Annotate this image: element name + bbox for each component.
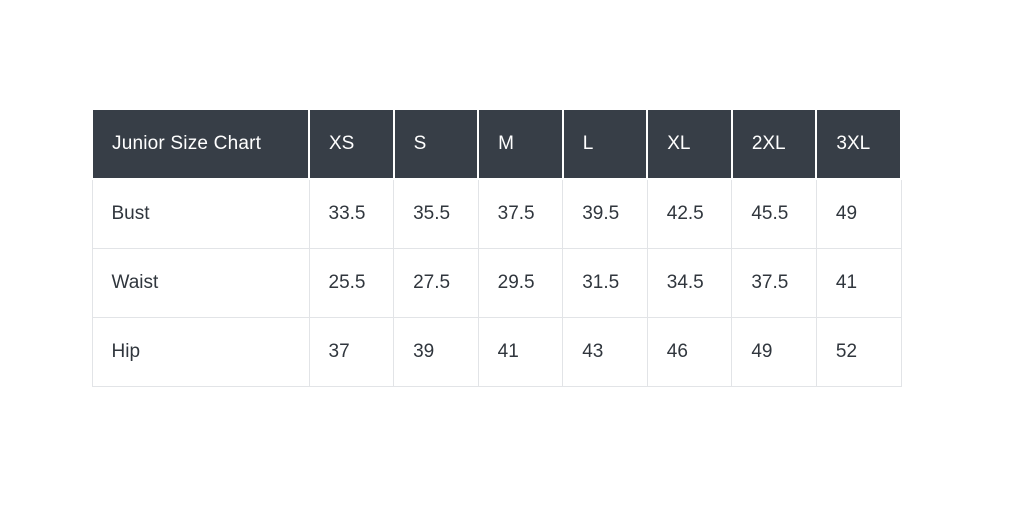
column-header-m: M	[477, 108, 564, 180]
cell-hip-l: 43	[562, 317, 648, 387]
cell-bust-2xl: 45.5	[731, 178, 817, 249]
table-header-row: Junior Size Chart XS S M L XL 2XL 3XL	[91, 108, 902, 180]
row-label-hip: Hip	[91, 317, 310, 387]
cell-hip-m: 41	[477, 317, 564, 387]
cell-hip-xs: 37	[308, 317, 395, 387]
cell-bust-xl: 42.5	[646, 178, 733, 249]
column-header-2xl: 2XL	[730, 108, 818, 180]
column-header-l: L	[561, 108, 649, 180]
cell-waist-2xl: 37.5	[731, 248, 817, 318]
row-label-bust: Bust	[91, 178, 310, 249]
column-header-xl: XL	[646, 108, 733, 180]
cell-hip-2xl: 49	[731, 317, 817, 387]
cell-bust-3xl: 49	[815, 178, 902, 249]
cell-waist-xs: 25.5	[308, 248, 395, 318]
column-header-xs: XS	[308, 108, 395, 180]
cell-waist-s: 27.5	[393, 248, 479, 318]
table-title: Junior Size Chart	[91, 108, 310, 180]
column-header-3xl: 3XL	[815, 108, 902, 180]
cell-bust-xs: 33.5	[308, 178, 395, 249]
cell-hip-s: 39	[393, 317, 479, 387]
cell-waist-3xl: 41	[815, 248, 902, 318]
row-label-waist: Waist	[91, 248, 310, 318]
table-row-bust: Bust 33.5 35.5 37.5 39.5 42.5 45.5 49	[91, 178, 902, 249]
cell-bust-l: 39.5	[562, 178, 648, 249]
table-row-hip: Hip 37 39 41 43 46 49 52	[91, 317, 902, 387]
size-chart-table: Junior Size Chart XS S M L XL 2XL 3XL Bu…	[91, 108, 902, 387]
table-row-waist: Waist 25.5 27.5 29.5 31.5 34.5 37.5 41	[91, 248, 902, 318]
cell-waist-xl: 34.5	[646, 248, 733, 318]
column-header-s: S	[392, 108, 480, 180]
cell-waist-m: 29.5	[477, 248, 564, 318]
cell-bust-s: 35.5	[393, 178, 479, 249]
cell-hip-3xl: 52	[815, 317, 902, 387]
cell-waist-l: 31.5	[562, 248, 648, 318]
cell-bust-m: 37.5	[477, 178, 564, 249]
cell-hip-xl: 46	[646, 317, 733, 387]
